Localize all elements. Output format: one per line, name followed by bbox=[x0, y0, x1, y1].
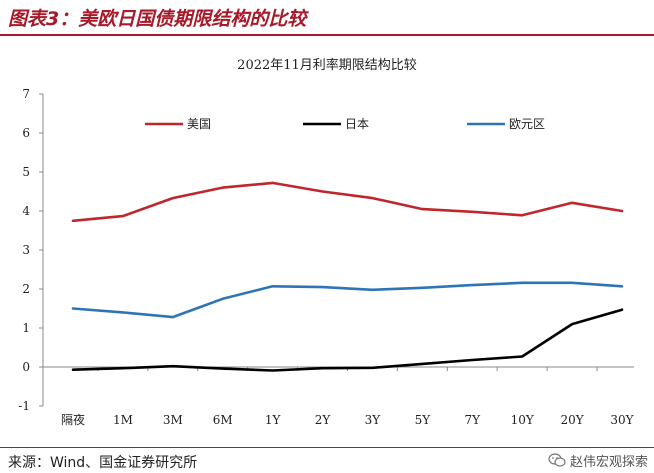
wechat-icon bbox=[548, 453, 566, 467]
x-tick-label: 20Y bbox=[560, 413, 584, 427]
x-tick-label: 1Y bbox=[265, 413, 282, 427]
x-tick-label: 6M bbox=[213, 413, 233, 427]
y-tick-label: 4 bbox=[22, 204, 30, 218]
legend-label-1: 美国 bbox=[187, 117, 211, 131]
y-tick-label: 7 bbox=[22, 87, 30, 101]
y-tick-label: 6 bbox=[22, 126, 30, 140]
series-line-2 bbox=[71, 308, 624, 372]
watermark: 赵伟宏观探索 bbox=[548, 447, 648, 473]
y-tick-label: 5 bbox=[22, 165, 30, 179]
x-tick-label: 3Y bbox=[365, 413, 382, 427]
chart-title: 2022年11月利率期限结构比较 bbox=[237, 58, 417, 73]
figure-header: 图表3：美欧日国债期限结构的比较 bbox=[0, 0, 654, 36]
y-tick-label: 1 bbox=[22, 321, 30, 335]
x-tick-label: 隔夜 bbox=[61, 412, 85, 427]
y-tick-label: 2 bbox=[22, 282, 30, 296]
x-tick-label: 7Y bbox=[464, 413, 481, 427]
x-tick-label: 10Y bbox=[511, 413, 535, 427]
x-tick-label: 3M bbox=[163, 413, 183, 427]
x-tick-label: 1M bbox=[113, 413, 133, 427]
series-line-1 bbox=[71, 181, 624, 223]
y-tick-label: 3 bbox=[22, 243, 30, 257]
y-tick-label: -1 bbox=[18, 399, 30, 413]
y-tick-label: 0 bbox=[22, 360, 30, 374]
header-rule bbox=[0, 34, 654, 36]
x-tick-label: 30Y bbox=[610, 413, 634, 427]
footer-rule bbox=[0, 447, 654, 448]
figure-title: 图表3：美欧日国债期限结构的比较 bbox=[8, 8, 307, 30]
watermark-text: 赵伟宏观探索 bbox=[569, 454, 648, 470]
legend-label-3: 欧元区 bbox=[509, 117, 545, 131]
x-tick-label: 2Y bbox=[315, 413, 332, 427]
series-line-3 bbox=[71, 281, 624, 319]
x-tick-label: 5Y bbox=[415, 413, 432, 427]
source-note: 来源：Wind、国金证券研究所 bbox=[8, 455, 198, 471]
legend-label-2: 日本 bbox=[345, 117, 369, 131]
